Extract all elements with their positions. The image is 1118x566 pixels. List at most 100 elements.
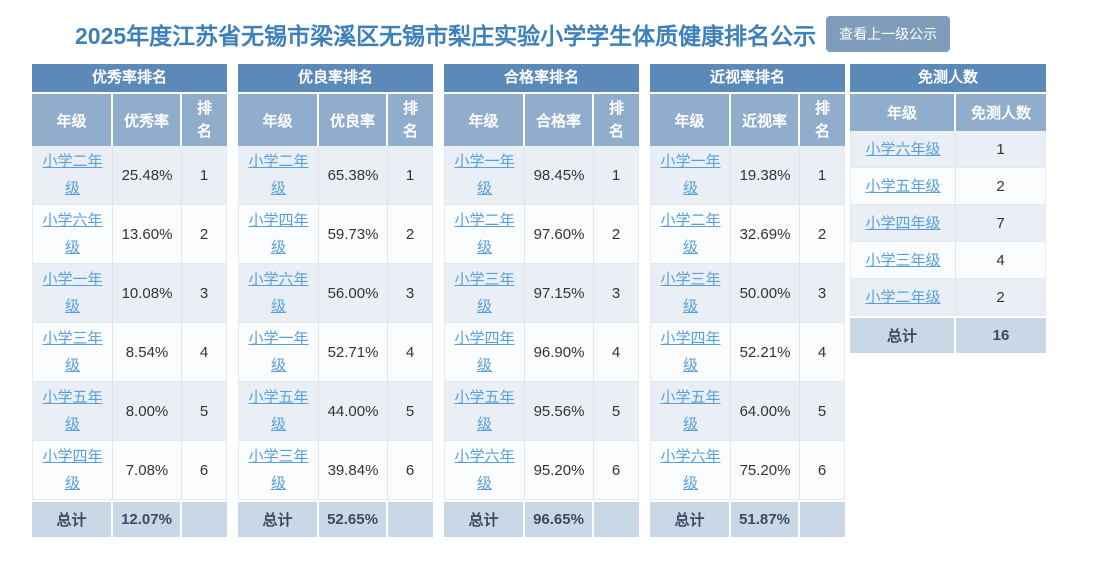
grade-link[interactable]: 小学五年级: [248, 389, 309, 433]
table-row: 小学六年级 56.00% 3: [238, 264, 433, 323]
grade-link[interactable]: 小学二年级: [865, 288, 941, 306]
table-row: 小学六年级 95.20% 6: [444, 441, 639, 500]
grade-link[interactable]: 小学三年级: [42, 330, 103, 374]
rate-value: 64.00%: [731, 382, 800, 441]
grade-cell: 小学四年级: [32, 441, 113, 500]
grade-link[interactable]: 小学一年级: [454, 153, 515, 197]
grade-link[interactable]: 小学一年级: [248, 330, 309, 374]
rank-value: 1: [388, 146, 433, 205]
header-row: 年级 免测人数: [850, 94, 1046, 131]
table-row: 小学三年级 39.84% 6: [238, 441, 433, 500]
grade-link[interactable]: 小学六年级: [660, 448, 721, 492]
total-label: 总计: [238, 500, 319, 537]
grade-cell: 小学四年级: [850, 205, 956, 242]
col-header-value: 合格率: [525, 94, 594, 146]
grade-cell: 小学三年级: [650, 264, 731, 323]
rank-value: 3: [594, 264, 639, 323]
rank-value: 6: [800, 441, 845, 500]
grade-link[interactable]: 小学二年级: [42, 153, 103, 197]
rank-value: 1: [800, 146, 845, 205]
grade-cell: 小学二年级: [444, 205, 525, 264]
grade-link[interactable]: 小学二年级: [660, 212, 721, 256]
total-row: 总计 52.65%: [238, 500, 433, 537]
total-row: 总计 12.07%: [32, 500, 227, 537]
table-row: 小学三年级 97.15% 3: [444, 264, 639, 323]
grade-link[interactable]: 小学六年级: [248, 271, 309, 315]
grade-link[interactable]: 小学六年级: [865, 140, 941, 158]
total-rank-empty: [182, 500, 227, 537]
rate-value: 8.54%: [113, 323, 182, 382]
data-table: 年级 优良率 排名 小学二年级 65.38% 1 小学四年级 59.73% 2 小学六年级 56.0…: [238, 94, 433, 537]
table-row: 小学五年级 2: [850, 168, 1046, 205]
table-pass-rate-ranking: 合格率排名 年级 合格率 排名 小学一年级 98.45% 1 小学二年级 97.60% 2 小学三年…: [444, 64, 639, 537]
rate-value: 32.69%: [731, 205, 800, 264]
rank-value: 4: [388, 323, 433, 382]
grade-link[interactable]: 小学四年级: [865, 214, 941, 232]
table-exempt-count: 免测人数 年级 免测人数 小学六年级 1 小学五年级 2 小学四年级 7 小学三年级 4 小学二年级 2…: [850, 64, 1046, 353]
rank-value: 6: [594, 441, 639, 500]
grade-cell: 小学四年级: [444, 323, 525, 382]
grade-link[interactable]: 小学五年级: [42, 389, 103, 433]
grade-link[interactable]: 小学三年级: [454, 271, 515, 315]
total-label: 总计: [444, 500, 525, 537]
table-row: 小学一年级 98.45% 1: [444, 146, 639, 205]
rate-value: 52.71%: [319, 323, 388, 382]
col-header-rank: 排名: [800, 94, 845, 146]
table-title: 优良率排名: [238, 64, 433, 92]
total-rank-empty: [594, 500, 639, 537]
grade-link[interactable]: 小学六年级: [42, 212, 103, 256]
col-header-rank: 排名: [182, 94, 227, 146]
table-title: 优秀率排名: [32, 64, 227, 92]
grade-link[interactable]: 小学五年级: [865, 177, 941, 195]
rate-value: 19.38%: [731, 146, 800, 205]
rate-value: 44.00%: [319, 382, 388, 441]
col-header-value: 免测人数: [956, 94, 1046, 131]
rank-value: 2: [388, 205, 433, 264]
table-row: 小学五年级 44.00% 5: [238, 382, 433, 441]
rate-value: 8.00%: [113, 382, 182, 441]
grade-link[interactable]: 小学六年级: [454, 448, 515, 492]
rate-value: 50.00%: [731, 264, 800, 323]
grade-cell: 小学六年级: [650, 441, 731, 500]
grade-cell: 小学二年级: [238, 146, 319, 205]
table-row: 小学六年级 13.60% 2: [32, 205, 227, 264]
table-row: 小学二年级 2: [850, 279, 1046, 316]
rate-value: 52.21%: [731, 323, 800, 382]
grade-cell: 小学一年级: [32, 264, 113, 323]
view-parent-announcement-button[interactable]: 查看上一级公示: [826, 16, 951, 52]
grade-link[interactable]: 小学三年级: [660, 271, 721, 315]
grade-link[interactable]: 小学四年级: [454, 330, 515, 374]
rank-header-label: 排名: [608, 99, 624, 140]
header-row: 年级 近视率 排名: [650, 94, 845, 146]
grade-link[interactable]: 小学四年级: [248, 212, 309, 256]
grade-link[interactable]: 小学二年级: [248, 153, 309, 197]
grade-link[interactable]: 小学五年级: [454, 389, 515, 433]
grade-cell: 小学五年级: [444, 382, 525, 441]
table-row: 小学三年级 50.00% 3: [650, 264, 845, 323]
grade-link[interactable]: 小学一年级: [42, 271, 103, 315]
rank-header-label: 排名: [402, 99, 418, 140]
grade-link[interactable]: 小学五年级: [660, 389, 721, 433]
total-rank-empty: [388, 500, 433, 537]
grade-link[interactable]: 小学一年级: [660, 153, 721, 197]
total-value: 12.07%: [113, 500, 182, 537]
table-title: 近视率排名: [650, 64, 845, 92]
rank-value: 6: [182, 441, 227, 500]
total-rank-empty: [800, 500, 845, 537]
rate-value: 1: [956, 131, 1046, 168]
grade-link[interactable]: 小学二年级: [454, 212, 515, 256]
table-row: 小学一年级 19.38% 1: [650, 146, 845, 205]
data-table: 年级 优秀率 排名 小学二年级 25.48% 1 小学六年级 13.60% 2 小学一年级 10.0…: [32, 94, 227, 537]
page-header: 2025年度江苏省无锡市梁溪区无锡市梨庄实验小学学生体质健康排名公示 查看上一级…: [0, 0, 1118, 64]
rank-value: 1: [594, 146, 639, 205]
rate-value: 13.60%: [113, 205, 182, 264]
rank-value: 5: [594, 382, 639, 441]
grade-link[interactable]: 小学四年级: [660, 330, 721, 374]
grade-link[interactable]: 小学三年级: [865, 251, 941, 269]
table-row: 小学一年级 52.71% 4: [238, 323, 433, 382]
rate-value: 59.73%: [319, 205, 388, 264]
grade-link[interactable]: 小学四年级: [42, 448, 103, 492]
grade-link[interactable]: 小学三年级: [248, 448, 309, 492]
grade-cell: 小学二年级: [850, 279, 956, 316]
table-row: 小学五年级 8.00% 5: [32, 382, 227, 441]
